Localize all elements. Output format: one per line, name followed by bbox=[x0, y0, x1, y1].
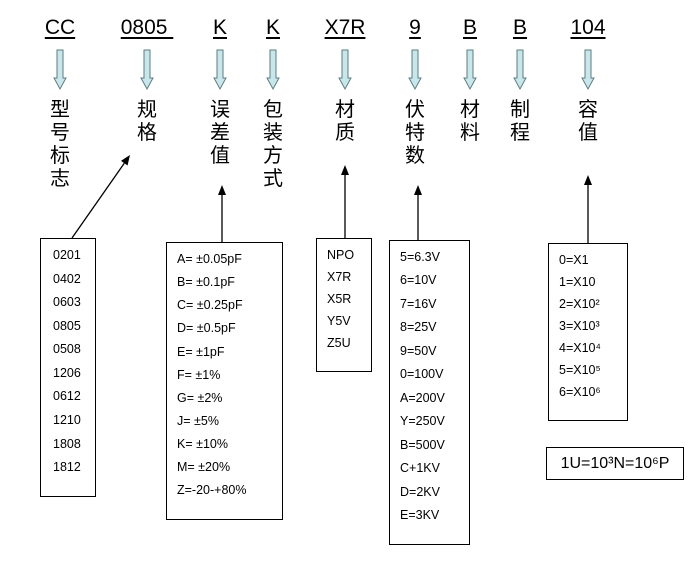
list-item: 3=X10³ bbox=[559, 319, 600, 334]
arrowhead-icon bbox=[341, 165, 349, 175]
down-arrow-icon bbox=[53, 49, 67, 91]
list-item: F= ±1% bbox=[177, 367, 221, 382]
list-item: 0805 bbox=[53, 318, 81, 333]
code-segment: X7R bbox=[324, 16, 366, 39]
segment-label: 型号标志 bbox=[50, 97, 70, 190]
segment-label: 误差值 bbox=[210, 97, 230, 167]
list-item: A= ±0.05pF bbox=[177, 252, 242, 266]
list-item: D= ±0.5pF bbox=[177, 321, 236, 336]
arrowhead-icon bbox=[584, 175, 592, 185]
list-item: 1808 bbox=[53, 436, 81, 451]
code-segment: B bbox=[512, 16, 528, 39]
list-item: X7R bbox=[327, 270, 352, 285]
list-item: C= ±0.25pF bbox=[177, 298, 243, 313]
list-item: 0508 bbox=[53, 342, 81, 357]
arrowhead-icon bbox=[120, 155, 130, 166]
list-item: 6=X10⁶ bbox=[559, 385, 601, 400]
list-item: B= ±0.1pF bbox=[177, 275, 235, 290]
list-item: 7=16V bbox=[400, 296, 437, 311]
list-item: Y=250V bbox=[400, 414, 445, 429]
list-item: C+1KV bbox=[400, 461, 440, 476]
code-segment: K bbox=[212, 16, 228, 39]
code-segment: 104 bbox=[570, 16, 606, 39]
list-item: 1206 bbox=[53, 365, 81, 380]
list-item: 8=25V bbox=[400, 320, 437, 335]
tolerance-list: A= ±0.05pF B= ±0.1pF C= ±0.25pF D= ±0.5pF E=… bbox=[166, 242, 283, 520]
segment-label: 伏特数 bbox=[405, 97, 425, 167]
list-item: D=2KV bbox=[400, 484, 440, 499]
unit-conversion-note: 1U=10³N=10⁶P bbox=[546, 447, 684, 480]
down-arrow-icon bbox=[513, 49, 527, 91]
list-item: 4=X10⁴ bbox=[559, 341, 601, 356]
list-item: NPO bbox=[327, 248, 355, 262]
list-item: 0603 bbox=[53, 295, 81, 310]
segment-label: 材料 bbox=[460, 97, 480, 144]
list-item: 9=50V bbox=[400, 343, 437, 358]
down-arrow-icon bbox=[581, 49, 595, 91]
segment-label: 材质 bbox=[335, 97, 355, 144]
list-item: Z=-20-+80% bbox=[177, 483, 247, 498]
list-item: X5R bbox=[327, 292, 352, 307]
down-arrow-icon bbox=[408, 49, 422, 91]
down-arrow-icon bbox=[463, 49, 477, 91]
list-item: E= ±1pF bbox=[177, 344, 225, 359]
list-item: 0201 bbox=[53, 248, 81, 262]
list-item: 5=6.3V bbox=[400, 250, 440, 264]
capacitance-multiplier-list: 0=X1 1=X10 2=X10² 3=X10³ 4=X10⁴ 5=X10⁵ 6=X10⁶ bbox=[548, 243, 628, 421]
list-item: G= ±2% bbox=[177, 390, 223, 405]
list-item: M= ±20% bbox=[177, 460, 231, 475]
list-item: J= ±5% bbox=[177, 414, 219, 429]
code-segment: K bbox=[265, 16, 281, 39]
list-item: 0=100V bbox=[400, 367, 444, 382]
segment-label: 包装方式 bbox=[263, 97, 283, 190]
segment-label: 规格 bbox=[137, 97, 157, 144]
list-item: 0402 bbox=[53, 271, 81, 286]
list-item: 1812 bbox=[53, 460, 81, 475]
pointer-line bbox=[71, 162, 125, 239]
code-segment: 9 bbox=[409, 16, 421, 39]
list-item: 1210 bbox=[53, 413, 81, 427]
code-segment: 0805 bbox=[120, 16, 174, 39]
down-arrow-icon bbox=[213, 49, 227, 91]
code-segment: B bbox=[462, 16, 478, 39]
list-item: 0612 bbox=[53, 389, 81, 404]
arrowhead-icon bbox=[414, 185, 422, 195]
material-list: NPO X7R X5R Y5V Z5U bbox=[316, 238, 372, 372]
list-item: E=3KV bbox=[400, 508, 440, 523]
voltage-list: 5=6.3V 6=10V 7=16V 8=25V 9=50V 0=100V A=200V Y=… bbox=[389, 240, 470, 545]
down-arrow-icon bbox=[338, 49, 352, 91]
list-item: 0=X1 bbox=[559, 253, 589, 267]
arrowhead-icon bbox=[218, 185, 226, 195]
list-item: 5=X10⁵ bbox=[559, 363, 601, 378]
down-arrow-icon bbox=[140, 49, 154, 91]
list-item: B=500V bbox=[400, 437, 445, 452]
list-item: K= ±10% bbox=[177, 437, 228, 452]
list-item: Z5U bbox=[327, 336, 351, 351]
list-item: A=200V bbox=[400, 390, 445, 405]
list-item: 2=X10² bbox=[559, 297, 600, 312]
code-segment: CC bbox=[44, 16, 76, 39]
segment-label: 容值 bbox=[578, 97, 598, 144]
list-item: 6=10V bbox=[400, 273, 437, 288]
list-item: 1=X10 bbox=[559, 275, 596, 290]
size-list: 0201 0402 0603 0805 0508 1206 0612 1210 1808 1812 bbox=[40, 238, 96, 497]
down-arrow-icon bbox=[266, 49, 280, 91]
segment-label: 制程 bbox=[510, 97, 530, 144]
list-item: Y5V bbox=[327, 314, 351, 329]
